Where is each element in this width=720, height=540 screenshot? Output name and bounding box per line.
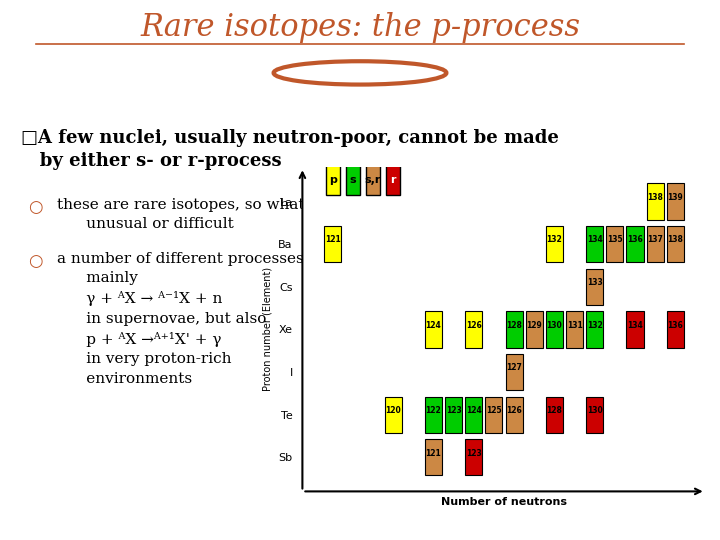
FancyBboxPatch shape — [465, 439, 482, 475]
Text: p: p — [329, 175, 336, 185]
FancyBboxPatch shape — [586, 226, 603, 262]
Text: 133: 133 — [587, 278, 603, 287]
FancyBboxPatch shape — [626, 226, 644, 262]
Text: 123: 123 — [446, 406, 462, 415]
Text: □A few nuclei, usually neutron-poor, cannot be made
   by either s- or r-process: □A few nuclei, usually neutron-poor, can… — [22, 129, 559, 170]
Text: 134: 134 — [627, 321, 643, 329]
FancyBboxPatch shape — [505, 354, 523, 390]
Text: ○: ○ — [28, 252, 43, 270]
FancyBboxPatch shape — [667, 226, 684, 262]
FancyBboxPatch shape — [667, 311, 684, 348]
Text: 132: 132 — [587, 321, 603, 329]
FancyBboxPatch shape — [465, 396, 482, 433]
Text: 124: 124 — [466, 406, 482, 415]
FancyBboxPatch shape — [425, 439, 442, 475]
FancyBboxPatch shape — [606, 226, 624, 262]
Text: 126: 126 — [506, 406, 522, 415]
Text: 131: 131 — [567, 321, 582, 329]
FancyBboxPatch shape — [465, 311, 482, 348]
Text: s,r: s,r — [365, 175, 381, 185]
FancyBboxPatch shape — [425, 311, 442, 348]
Text: 120: 120 — [385, 406, 401, 415]
Text: 130: 130 — [587, 406, 603, 415]
Text: 130: 130 — [546, 321, 562, 329]
Text: 138: 138 — [647, 193, 663, 202]
Text: s: s — [349, 175, 356, 185]
FancyBboxPatch shape — [445, 396, 462, 433]
FancyBboxPatch shape — [324, 226, 341, 262]
FancyBboxPatch shape — [505, 396, 523, 433]
Text: 129: 129 — [526, 321, 542, 329]
Text: 136: 136 — [627, 235, 643, 245]
X-axis label: Number of neutrons: Number of neutrons — [441, 497, 567, 507]
FancyBboxPatch shape — [546, 311, 563, 348]
Text: 128: 128 — [546, 406, 562, 415]
Text: 122: 122 — [426, 406, 441, 415]
FancyBboxPatch shape — [586, 396, 603, 433]
FancyBboxPatch shape — [425, 396, 442, 433]
FancyBboxPatch shape — [586, 311, 603, 348]
Text: these are rare isotopes, so whatever process makes them is
      unusual or diff: these are rare isotopes, so whatever pro… — [57, 198, 518, 231]
Text: 121: 121 — [325, 235, 341, 245]
FancyBboxPatch shape — [485, 396, 503, 433]
Text: 138: 138 — [667, 235, 683, 245]
Text: 136: 136 — [667, 321, 683, 329]
Text: Rare isotopes: the p-process: Rare isotopes: the p-process — [140, 12, 580, 43]
FancyBboxPatch shape — [346, 165, 360, 195]
Text: a number of different processes are thought to contribute,
      mainly
      γ : a number of different processes are thou… — [57, 252, 510, 386]
Text: ○: ○ — [28, 198, 43, 217]
FancyBboxPatch shape — [546, 226, 563, 262]
FancyBboxPatch shape — [505, 311, 523, 348]
Text: 137: 137 — [647, 235, 663, 245]
FancyBboxPatch shape — [647, 184, 664, 220]
Text: 134: 134 — [587, 235, 603, 245]
FancyBboxPatch shape — [667, 184, 684, 220]
Text: 132: 132 — [546, 235, 562, 245]
FancyBboxPatch shape — [386, 165, 400, 195]
Text: 125: 125 — [486, 406, 502, 415]
Y-axis label: Proton number (Element): Proton number (Element) — [263, 267, 273, 392]
FancyBboxPatch shape — [586, 269, 603, 305]
FancyBboxPatch shape — [566, 311, 583, 348]
Text: 135: 135 — [607, 235, 623, 245]
FancyBboxPatch shape — [626, 311, 644, 348]
FancyBboxPatch shape — [546, 396, 563, 433]
Text: 121: 121 — [426, 449, 441, 457]
FancyBboxPatch shape — [526, 311, 543, 348]
FancyBboxPatch shape — [647, 226, 664, 262]
Text: 126: 126 — [466, 321, 482, 329]
Text: 127: 127 — [506, 363, 522, 372]
Text: 128: 128 — [506, 321, 522, 329]
Text: 124: 124 — [426, 321, 441, 329]
FancyBboxPatch shape — [366, 165, 380, 195]
Text: 139: 139 — [667, 193, 683, 202]
FancyBboxPatch shape — [384, 396, 402, 433]
Text: 123: 123 — [466, 449, 482, 457]
FancyBboxPatch shape — [325, 165, 340, 195]
Text: r: r — [390, 175, 396, 185]
